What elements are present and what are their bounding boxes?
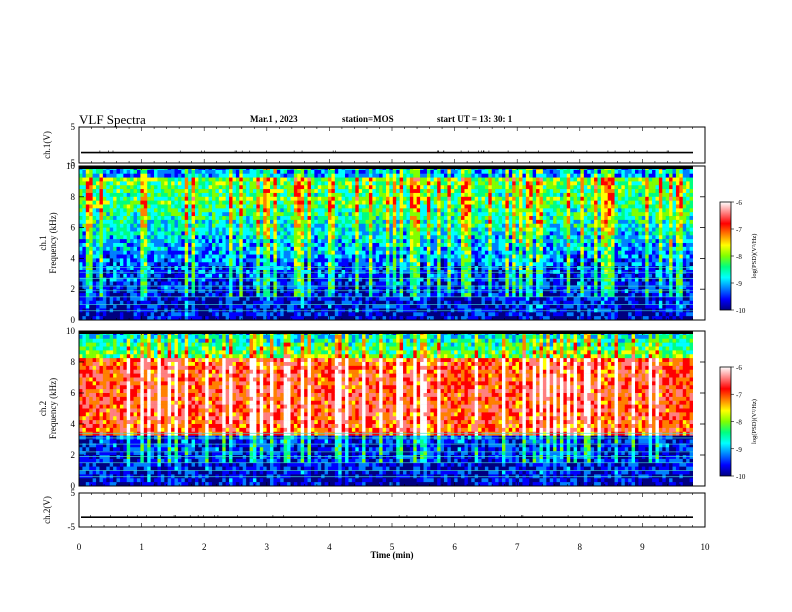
- chart-title: VLF Spectra: [79, 112, 146, 127]
- ch1-spectrogram-right-strip: [693, 166, 705, 320]
- x-tick-label: 10: [701, 542, 711, 552]
- x-tick-label: 3: [265, 542, 270, 552]
- ch1-spectrogram-ylabel-1: ch.1: [38, 235, 48, 250]
- x-tick-label: 2: [202, 542, 207, 552]
- ch2-spectrogram-ylabel-1: ch.2: [38, 401, 48, 416]
- ch2-colorbar-label: log(PSD)(V²/Hz): [751, 399, 758, 444]
- date-label: Mar.1 , 2023: [250, 114, 298, 124]
- ch2-spectrogram-y-tick-label: 2: [71, 450, 76, 460]
- ch1-voltage-y-tick-label: 5: [71, 122, 76, 132]
- ch1-spectrogram-y-tick-label: 4: [71, 253, 76, 263]
- ch2-voltage-y-tick-label: -5: [68, 522, 76, 532]
- start-ut-label: start UT = 13: 30: 1: [437, 114, 513, 124]
- ch1-colorbar-tick-label: -7: [736, 226, 742, 234]
- ch1-spectrogram-y-tick-label: 6: [71, 223, 76, 233]
- x-tick-label: 5: [390, 542, 395, 552]
- station-label: station=MOS: [342, 114, 394, 124]
- x-tick-label: 1: [139, 542, 144, 552]
- ch1-spectrogram-ylabel-2: Frequency (kHz): [48, 212, 58, 273]
- ch1-spectrogram-y-tick-label: 2: [71, 284, 76, 294]
- ch2-spectrogram-y-tick-label: 0: [71, 481, 76, 491]
- ch2-spectrogram-y-tick-label: 10: [66, 326, 76, 336]
- ch2-spectrogram-y-tick-label: 4: [71, 419, 76, 429]
- ch1-colorbar-tick-label: -6: [736, 199, 742, 207]
- x-tick-label: 0: [77, 542, 82, 552]
- ch1-spectrogram-y-tick-label: 10: [66, 161, 76, 171]
- ch1-colorbar-tick-label: -8: [736, 253, 742, 261]
- ch1-voltage-ylabel: ch.1(V): [42, 131, 52, 159]
- ch2-colorbar-tick-label: -9: [736, 446, 742, 454]
- ch1-colorbar-tick-label: -10: [736, 307, 746, 315]
- ch2-colorbar-tick-label: -8: [736, 419, 742, 427]
- ch2-spectrogram-y-tick-label: 8: [71, 357, 76, 367]
- ch1-voltage-frame: [78, 126, 706, 164]
- ch2-spectrogram-ylabel-2: Frequency (kHz): [48, 378, 58, 439]
- ch2-spectrogram-y-tick-label: 6: [71, 388, 76, 398]
- ch1-colorbar: [719, 201, 732, 311]
- ch2-spectrogram-cells: [79, 331, 694, 487]
- ch2-colorbar-tick-label: -6: [736, 364, 742, 372]
- ch2-voltage-frame: [78, 492, 706, 528]
- ch2-voltage-y-tick-label: 5: [71, 488, 76, 498]
- ch1-spectrogram-y-tick-label: 0: [71, 315, 76, 325]
- x-tick-label: 9: [640, 542, 645, 552]
- ch2-voltage-ylabel: ch.2(V): [42, 496, 52, 524]
- x-tick-label: 6: [452, 542, 457, 552]
- ch1-colorbar-tick-label: -9: [736, 280, 742, 288]
- ch1-spectrogram-y-tick-label: 8: [71, 192, 76, 202]
- ch2-colorbar-tick-label: -7: [736, 391, 742, 399]
- x-tick-label: 7: [515, 542, 520, 552]
- ch1-colorbar-label: log(PSD)(V²/Hz): [751, 234, 758, 279]
- ch2-colorbar: [719, 366, 732, 477]
- x-tick-label: 4: [327, 542, 332, 552]
- x-axis-title: Time (min): [370, 550, 413, 560]
- ch2-colorbar-tick-label: -10: [736, 473, 746, 481]
- x-tick-label: 8: [578, 542, 583, 552]
- ch1-voltage-y-tick-label: -5: [68, 158, 76, 168]
- ch2-spectrogram-right-strip: [693, 331, 705, 486]
